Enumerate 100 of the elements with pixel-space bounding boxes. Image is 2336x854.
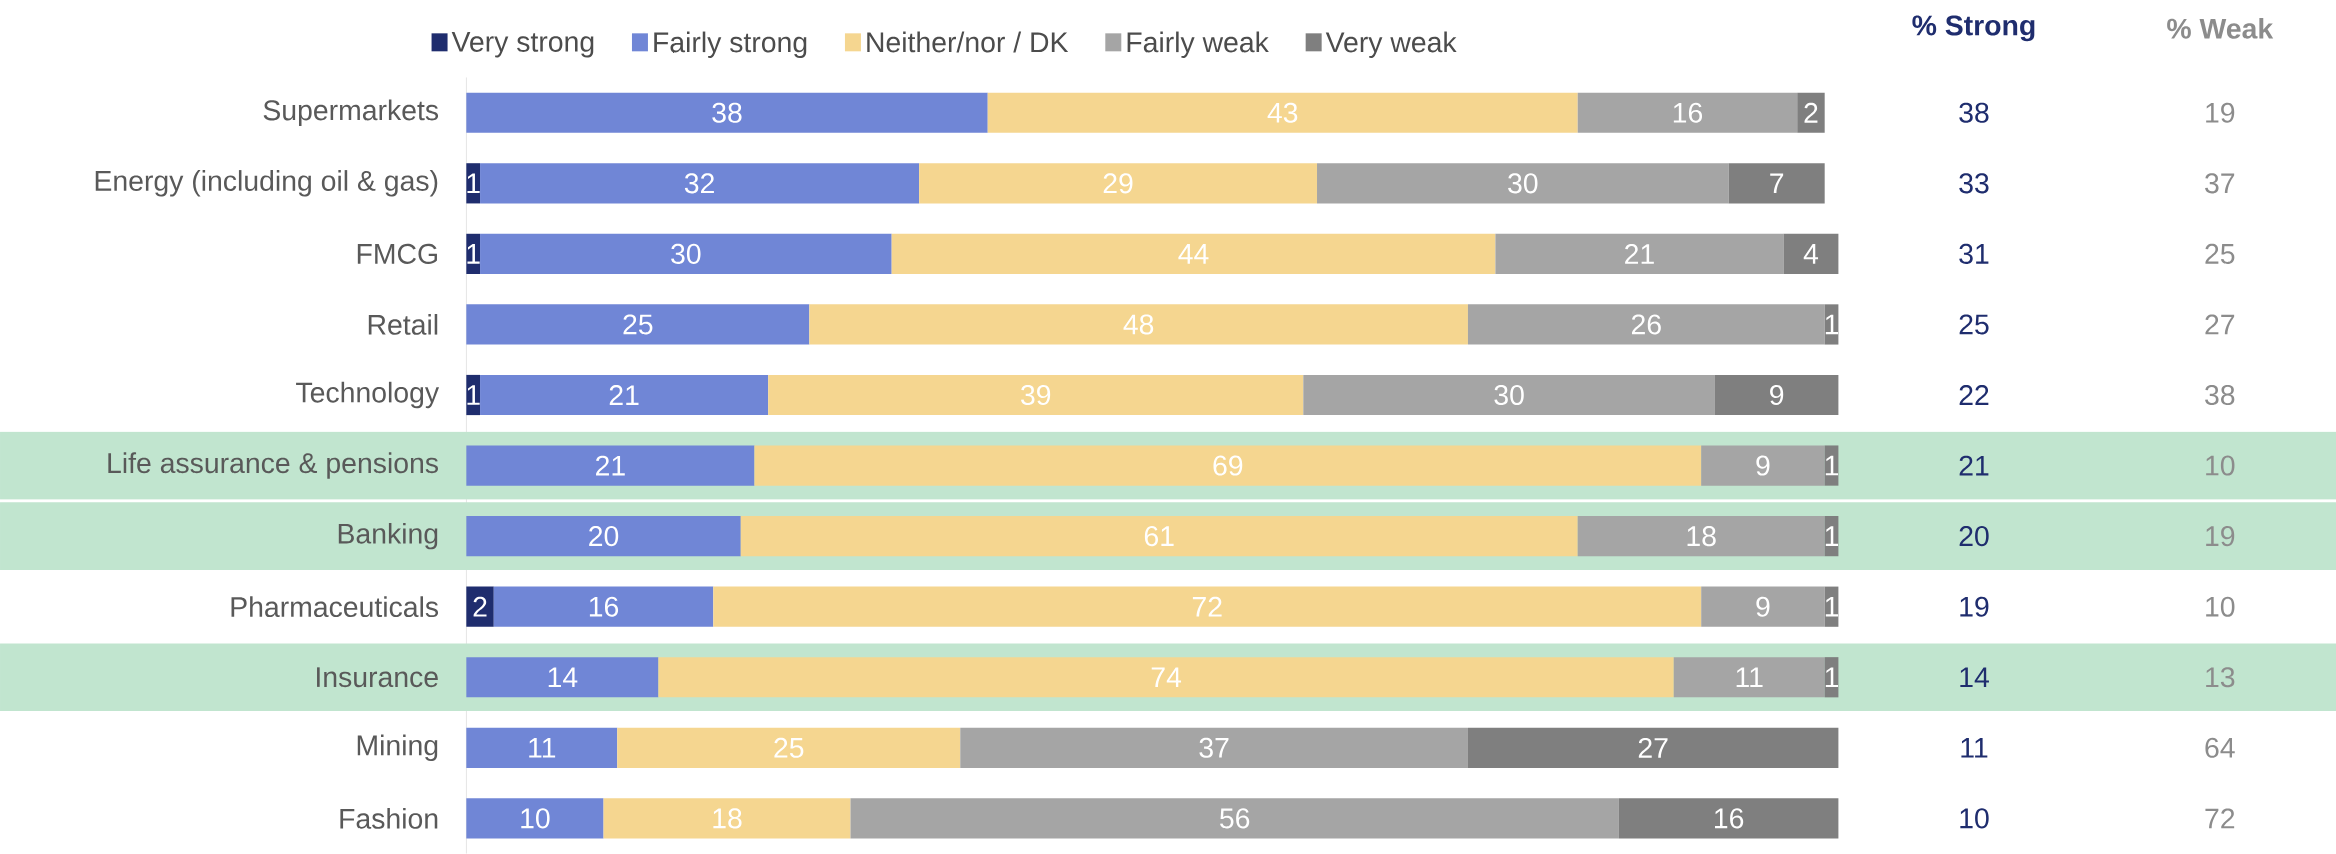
bar — [1783, 233, 1839, 275]
text: 10 — [1960, 808, 1989, 829]
y-tick-label: Energy (including oil & gas) — [95, 170, 438, 197]
bar — [768, 375, 1304, 416]
bar — [466, 92, 988, 134]
data-label: 74 — [1151, 667, 1182, 688]
text: 31 — [1959, 244, 1989, 265]
data-label: 2 — [1804, 103, 1818, 123]
data-label: 29 — [1103, 173, 1133, 194]
bar — [480, 233, 892, 275]
bar — [466, 304, 810, 345]
bar — [466, 586, 494, 627]
data-label: 39 — [1021, 385, 1051, 406]
data-label: 1 — [467, 244, 480, 264]
bar — [466, 727, 618, 769]
bar — [754, 445, 1702, 486]
data-label: 2 — [473, 596, 487, 617]
bar — [466, 657, 659, 698]
data-label: 30 — [1494, 385, 1524, 406]
bar — [1714, 375, 1839, 416]
text: 38 — [1959, 102, 1989, 123]
data-label: 44 — [1178, 244, 1209, 264]
data-label: 21 — [596, 455, 625, 476]
bar — [850, 798, 1619, 839]
bar — [1701, 445, 1825, 486]
y-tick-label: Banking — [338, 523, 438, 550]
text: 64 — [2205, 737, 2235, 759]
y-tick-label: Insurance — [317, 667, 438, 688]
data-label: 30 — [1508, 173, 1538, 194]
data-label: 9 — [1756, 455, 1770, 476]
bar — [480, 375, 769, 416]
bar — [1728, 163, 1825, 204]
bar — [891, 233, 1496, 275]
text: 22 — [1959, 385, 1989, 406]
text: 25 — [1959, 314, 1989, 335]
text: 14 — [1960, 667, 1989, 688]
text: 19 — [1960, 596, 1989, 617]
data-label: 61 — [1144, 526, 1174, 547]
legend-label: Fairly strong — [654, 31, 807, 59]
bar — [919, 163, 1318, 204]
data-label: 18 — [1687, 526, 1716, 547]
bar — [1618, 798, 1839, 839]
bar — [960, 727, 1468, 769]
data-label: 1 — [1825, 314, 1839, 335]
data-label: 25 — [623, 314, 653, 335]
bar — [658, 657, 1674, 698]
bar — [1467, 304, 1825, 345]
legend-label: Neither/nor / DK — [867, 31, 1069, 53]
bar — [480, 163, 920, 204]
y-tick-label: FMCG — [357, 244, 437, 265]
data-label: 16 — [1715, 808, 1744, 829]
text: 72 — [2205, 808, 2235, 829]
data-label: 4 — [1803, 244, 1819, 264]
data-label: 43 — [1267, 102, 1298, 123]
data-label: 16 — [589, 596, 619, 617]
data-label: 9 — [1770, 385, 1784, 406]
data-label: 1 — [467, 385, 480, 405]
data-label: 32 — [684, 173, 714, 194]
data-label: 14 — [548, 667, 578, 688]
data-label: 48 — [1123, 314, 1154, 335]
bar — [1303, 375, 1715, 416]
text: 27 — [2205, 314, 2235, 335]
data-label: 37 — [1199, 737, 1229, 759]
text: 20 — [1959, 526, 1989, 547]
bar — [603, 798, 851, 839]
text: 38 — [2205, 385, 2235, 406]
text: 25 — [2205, 244, 2235, 265]
data-label: 30 — [671, 244, 701, 265]
data-label: 56 — [1220, 808, 1250, 829]
data-label: 11 — [1736, 667, 1763, 688]
data-label: 10 — [521, 808, 550, 829]
legend-label: Very weak — [1325, 31, 1457, 59]
data-label: 26 — [1631, 314, 1661, 335]
data-label: 21 — [1625, 244, 1654, 264]
text: % Strong — [1912, 15, 2035, 42]
data-label: 1 — [1825, 667, 1839, 688]
bar — [713, 586, 1702, 627]
bar — [809, 304, 1468, 345]
bar — [1495, 233, 1784, 275]
text: 19 — [2206, 102, 2235, 123]
data-label: 1 — [1825, 597, 1839, 617]
text: 10 — [2206, 596, 2235, 617]
legend-label: Fairly weak — [1127, 31, 1269, 59]
bar — [466, 445, 755, 486]
bar — [1797, 92, 1825, 134]
data-label: 25 — [774, 737, 804, 759]
legend-label: Very strong — [451, 32, 594, 58]
bar — [1577, 516, 1825, 557]
y-tick-label: Supermarkets — [263, 99, 439, 127]
data-label: 38 — [712, 102, 742, 123]
data-label: 11 — [529, 738, 556, 758]
bar — [466, 798, 604, 839]
bar — [1701, 586, 1825, 627]
data-label: 16 — [1673, 102, 1703, 123]
y-tick-label: Life assurance & pensions — [108, 452, 438, 479]
text: 19 — [2206, 526, 2235, 547]
bar — [1673, 657, 1825, 698]
data-label: 1 — [1825, 455, 1839, 476]
data-label: 1 — [1825, 526, 1839, 547]
bar — [1467, 727, 1839, 769]
